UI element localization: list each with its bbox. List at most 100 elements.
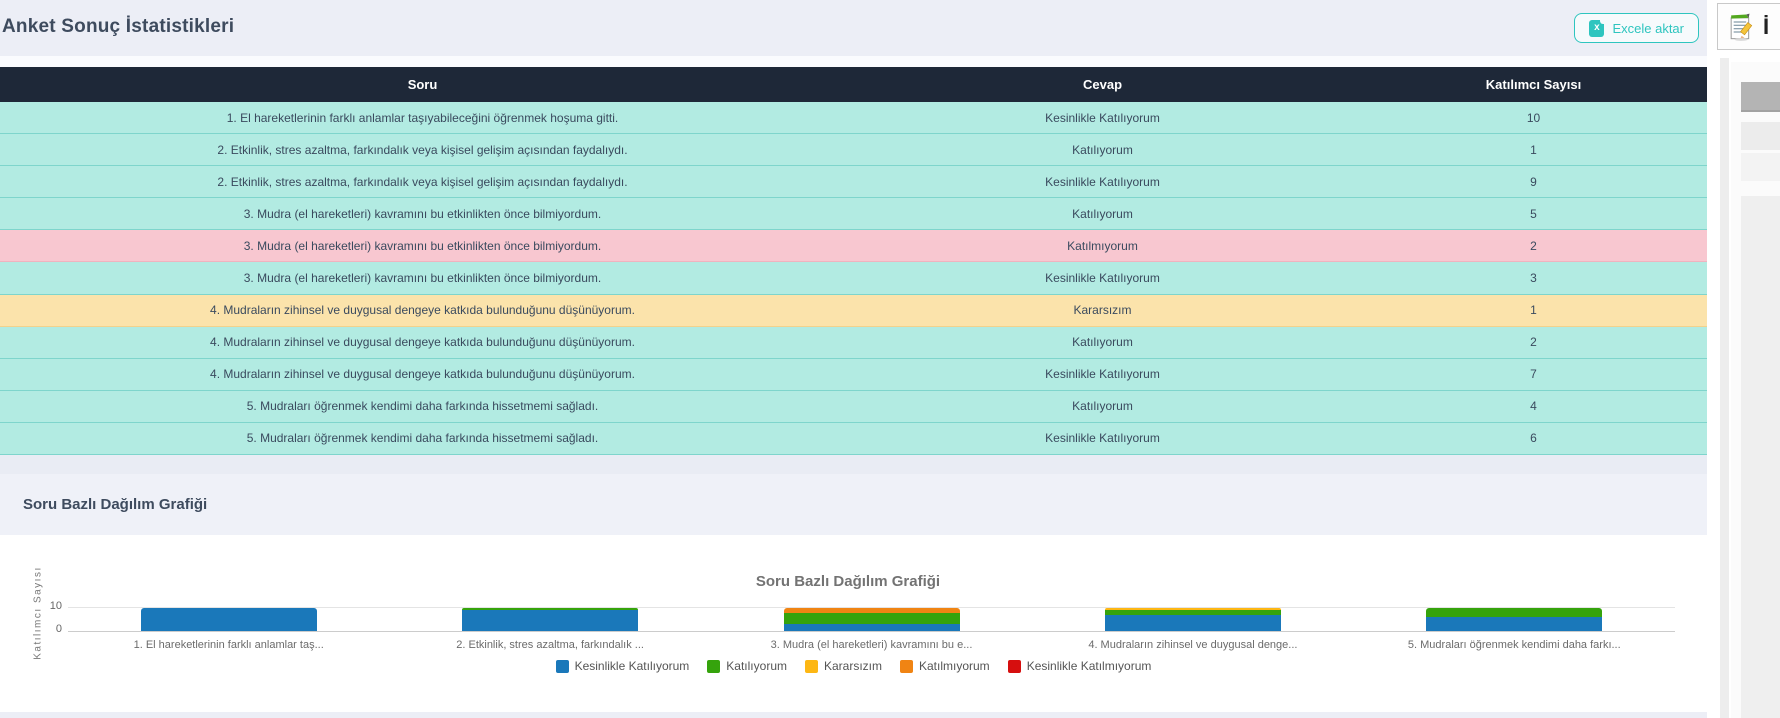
legend-swatch — [804, 659, 818, 673]
x-axis-tick-label: 4. Mudraların zihinsel ve duygusal denge… — [1088, 639, 1298, 651]
bar-segment-kesinlikle-katılıyorum — [1104, 614, 1281, 631]
bar-segment-katılıyorum — [783, 612, 960, 625]
table-cell-cevap: Kesinlikle Katılıyorum — [1045, 271, 1160, 286]
table-cell-soru: 5. Mudraları öğrenmek kendimi daha farkı… — [246, 431, 599, 446]
table-cell-soru: 3. Mudra (el hareketleri) kavramını bu e… — [243, 238, 602, 253]
y-tick-10: 10 — [49, 600, 62, 612]
page-header: Anket Sonuç İstatistikleri x Excele akta… — [0, 0, 1707, 56]
table-cell-soru: 3. Mudra (el hareketleri) kavramını bu e… — [243, 271, 602, 286]
survey-statistics-page: Anket Sonuç İstatistikleri x Excele akta… — [0, 0, 1707, 718]
preview-block — [1741, 82, 1780, 112]
table-row: 4. Mudraların zihinsel ve duygusal denge… — [0, 358, 1707, 391]
preview-block — [1741, 122, 1780, 150]
excel-file-icon: x — [1589, 18, 1606, 37]
y-axis-label: Katılımcı Sayısı — [32, 566, 44, 660]
table-cell-soru: 2. Etkinlik, stres azaltma, farkındalık … — [217, 142, 628, 157]
table-cell-katilimci: 2 — [1530, 335, 1537, 350]
legend-item-kesinlikle-katılmıyorum[interactable]: Kesinlikle Katılmıyorum — [1007, 659, 1151, 673]
table-cell-katilimci: 9 — [1530, 174, 1537, 189]
legend-item-kesinlikle-katılıyorum[interactable]: Kesinlikle Katılıyorum — [555, 659, 690, 673]
table-cell-soru: 1. El hareketlerinin farklı anlamlar taş… — [226, 110, 619, 125]
column-header-katilimci-sayisi: Katılımcı Sayısı — [1485, 77, 1582, 92]
table-cell-soru: 2. Etkinlik, stres azaltma, farkındalık … — [217, 174, 628, 189]
chart-legend: Kesinlikle Katılıyorum Katılıyorum Kararsı… — [0, 659, 1707, 673]
legend-swatch — [900, 659, 913, 673]
export-to-excel-button[interactable]: x Excele aktar — [1574, 13, 1699, 43]
legend-item-katılıyorum[interactable]: Katılıyorum — [707, 659, 787, 673]
table-cell-cevap: Kesinlikle Katılıyorum — [1045, 110, 1160, 125]
legend-label: Kesinlikle Katılıyorum — [574, 659, 690, 673]
preview-block — [1741, 196, 1780, 718]
table-cell-katilimci: 7 — [1530, 367, 1537, 382]
table-cell-katilimci: 5 — [1530, 206, 1537, 221]
export-button-label: Excele aktar — [1612, 20, 1684, 36]
plot-area — [68, 607, 1675, 632]
table-cell-cevap: Kesinlikle Katılıyorum — [1045, 174, 1160, 189]
chart-section-title: Soru Bazlı Dağılım Grafiği — [23, 496, 208, 513]
document-pencil-icon — [1730, 13, 1753, 41]
bar-segment-kesinlikle-katılıyorum — [462, 610, 639, 631]
table-cell-cevap: Kesinlikle Katılıyorum — [1045, 431, 1160, 446]
bar-segment-kesinlikle-katılıyorum — [1426, 617, 1603, 631]
table-cell-soru: 4. Mudraların zihinsel ve duygusal denge… — [210, 367, 635, 382]
table-row: 1. El hareketlerinin farklı anlamlar taş… — [0, 102, 1707, 135]
legend-swatch — [1007, 659, 1021, 673]
side-button-partial-label: İ — [1763, 13, 1770, 39]
legend-label: Katılıyorum — [726, 659, 787, 673]
column-header-soru: Soru — [407, 77, 438, 92]
table-cell-soru: 5. Mudraları öğrenmek kendimi daha farkı… — [246, 399, 599, 414]
table-row: 2. Etkinlik, stres azaltma, farkındalık … — [0, 166, 1707, 199]
table-row: 5. Mudraları öğrenmek kendimi daha farkı… — [0, 390, 1707, 423]
table-cell-cevap: Katılıyorum — [1072, 335, 1133, 350]
bar-segment-kesinlikle-katılıyorum — [140, 608, 317, 631]
table-cell-cevap: Katılıyorum — [1072, 399, 1133, 414]
bar-segment-katılıyorum — [1104, 610, 1281, 615]
chart-title: Soru Bazlı Dağılım Grafiği — [755, 573, 941, 590]
header-table-gap — [0, 56, 1707, 67]
bar-segment-kesinlikle-katılıyorum — [783, 624, 960, 631]
table-row: 4. Mudraların zihinsel ve duygusal denge… — [0, 294, 1707, 327]
bar-segment-katılıyorum — [462, 608, 639, 611]
preview-block — [1741, 153, 1780, 181]
table-cell-soru: 4. Mudraların zihinsel ve duygusal denge… — [210, 303, 635, 318]
table-row: 3. Mudra (el hareketleri) kavramını bu e… — [0, 198, 1707, 231]
legend-item-kararsızım[interactable]: Kararsızım — [804, 659, 882, 673]
note-editor-icon-button[interactable]: İ — [1717, 3, 1780, 50]
table-row: 3. Mudra (el hareketleri) kavramını bu e… — [0, 230, 1707, 263]
legend-label: Katılmıyorum — [919, 659, 990, 673]
table-header-row: Soru Cevap Katılımcı Sayısı — [0, 67, 1707, 102]
table-cell-soru: 4. Mudraların zihinsel ve duygusal denge… — [210, 335, 635, 350]
stacked-bar — [462, 608, 639, 631]
x-axis-tick-label: 2. Etkinlik, stres azaltma, farkındalık … — [456, 639, 644, 651]
table-cell-katilimci: 3 — [1530, 271, 1537, 286]
table-cell-katilimci: 6 — [1530, 431, 1537, 446]
table-cell-cevap: Katılıyorum — [1072, 206, 1133, 221]
table-cell-cevap: Kararsızım — [1073, 303, 1132, 318]
stacked-bar — [140, 608, 317, 631]
legend-swatch — [555, 659, 569, 673]
scrollbar[interactable] — [1720, 58, 1729, 718]
table-row: 3. Mudra (el hareketleri) kavramını bu e… — [0, 262, 1707, 295]
legend-swatch — [707, 659, 721, 673]
page-bottom-strip — [0, 712, 1707, 718]
stacked-bar — [1104, 608, 1281, 631]
bar-segment-katılıyorum — [1426, 608, 1603, 618]
page-title: Anket Sonuç İstatistikleri — [2, 16, 235, 37]
table-cell-katilimci: 1 — [1530, 303, 1537, 318]
table-row: 5. Mudraları öğrenmek kendimi daha farkı… — [0, 422, 1707, 456]
legend-item-katılmıyorum[interactable]: Katılmıyorum — [900, 659, 990, 673]
table-row: 4. Mudraların zihinsel ve duygusal denge… — [0, 326, 1707, 359]
x-axis-tick-label: 1. El hareketlerinin farklı anlamlar taş… — [133, 639, 324, 651]
table-cell-soru: 3. Mudra (el hareketleri) kavramını bu e… — [243, 206, 602, 221]
bar-segment-katılmıyorum — [783, 608, 960, 613]
stacked-bar — [1426, 608, 1603, 631]
y-tick-0: 0 — [55, 623, 62, 635]
table-cell-cevap: Katılıyorum — [1072, 142, 1133, 157]
table-cell-cevap: Katılmıyorum — [1067, 238, 1138, 253]
table-row: 2. Etkinlik, stres azaltma, farkındalık … — [0, 134, 1707, 167]
survey-results-table: 1. El hareketlerinin farklı anlamlar taş… — [0, 102, 1707, 456]
section-gap — [0, 455, 1707, 474]
table-cell-katilimci: 2 — [1530, 238, 1537, 253]
table-cell-katilimci: 4 — [1530, 399, 1537, 414]
column-header-cevap: Cevap — [1082, 77, 1123, 92]
